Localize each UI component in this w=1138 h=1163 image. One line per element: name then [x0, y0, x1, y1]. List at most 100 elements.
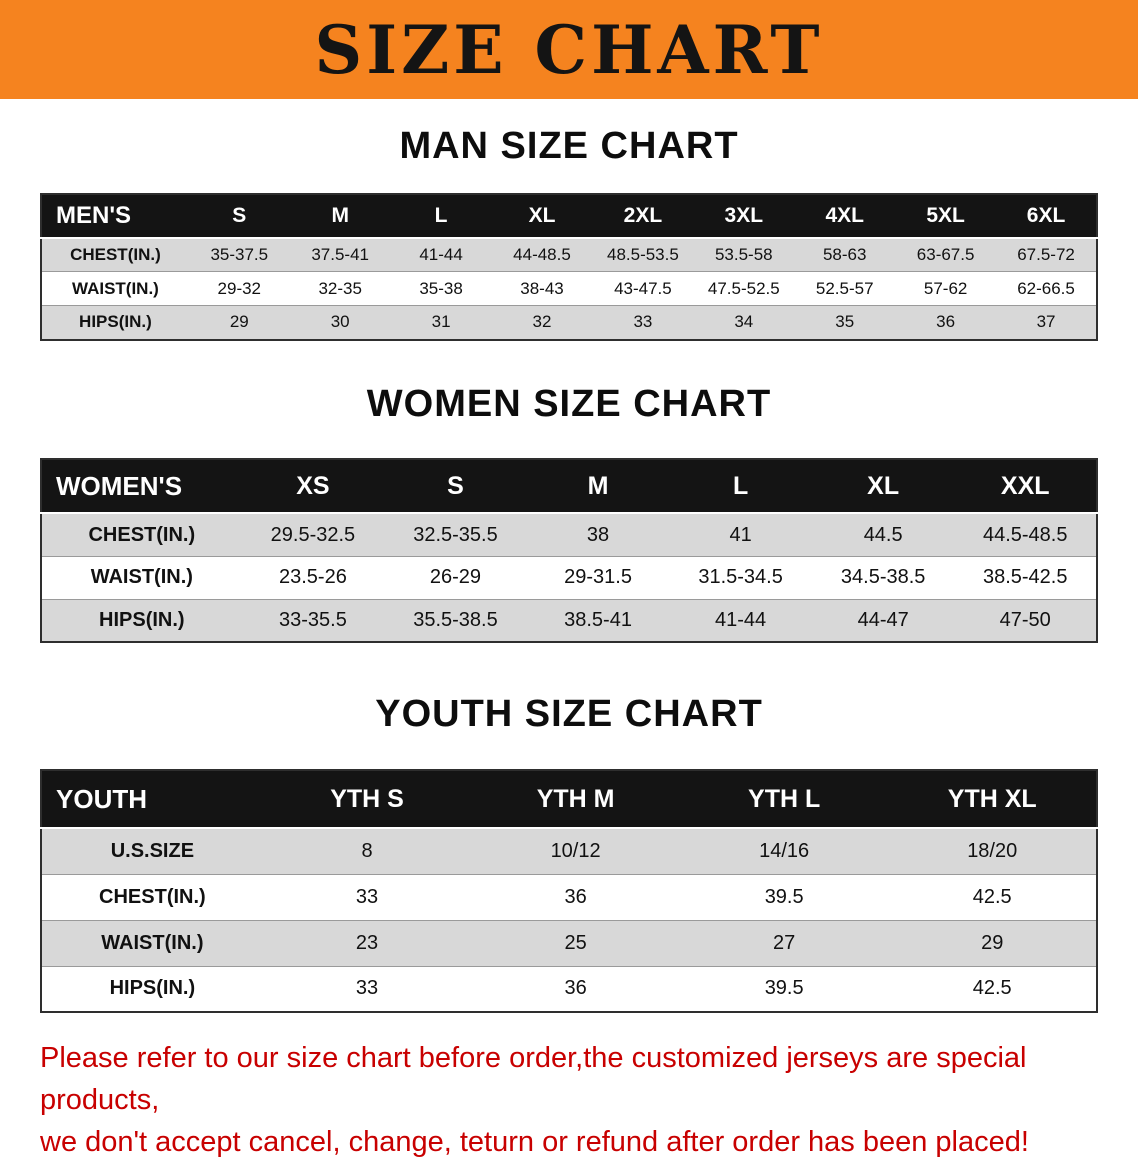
- size-column-header: S: [188, 193, 290, 239]
- size-row: WAIST(IN.) 23 25 27 29: [41, 919, 1097, 967]
- size-value-cell: 47.5-52.5: [693, 271, 795, 306]
- banner-title: SIZE CHART: [314, 10, 824, 89]
- size-value-cell: 10/12: [471, 827, 680, 875]
- measure-label: WAIST(IN.): [41, 271, 189, 306]
- measure-label: CHEST(IN.): [41, 873, 263, 921]
- size-value-cell: 35.5-38.5: [384, 598, 527, 643]
- size-column-header: L: [669, 459, 812, 515]
- size-value-cell: 38.5-42.5: [954, 555, 1097, 600]
- size-chart-banner: SIZE CHART: [0, 0, 1138, 99]
- size-column-header: L: [390, 193, 492, 239]
- women-table-header-row: WOMEN'S XS S M L XL XXL: [41, 459, 1097, 515]
- measure-label: HIPS(IN.): [41, 965, 263, 1013]
- disclaimer-text: Please refer to our size chart before or…: [40, 1037, 1098, 1163]
- size-value-cell: 31: [390, 305, 492, 340]
- size-value-cell: 67.5-72: [996, 237, 1097, 272]
- size-value-cell: 33: [262, 873, 472, 921]
- size-column-header: 2XL: [592, 193, 694, 239]
- size-row: CHEST(IN.) 33 36 39.5 42.5: [41, 873, 1097, 921]
- size-row: CHEST(IN.) 29.5-32.5 32.5-35.5 38 41 44.5 44.5…: [41, 512, 1097, 557]
- size-value-cell: 29-31.5: [526, 555, 670, 600]
- disclaimer-line-1: Please refer to our size chart before or…: [40, 1042, 1027, 1117]
- disclaimer-line-2: we don't accept cancel, change, teturn o…: [40, 1126, 1029, 1159]
- size-value-cell: 53.5-58: [693, 237, 795, 272]
- measure-label: CHEST(IN.): [41, 512, 242, 557]
- size-value-cell: 36: [471, 965, 680, 1013]
- size-column-header: XL: [491, 193, 593, 239]
- size-value-cell: 35: [794, 305, 896, 340]
- youth-size-table: YOUTH YTH S YTH M YTH L YTH XL U.S.SIZE 8 10/1…: [40, 769, 1098, 1014]
- size-value-cell: 33: [592, 305, 694, 340]
- size-value-cell: 31.5-34.5: [669, 555, 812, 600]
- size-value-cell: 29-32: [188, 271, 290, 306]
- size-value-cell: 8: [262, 827, 472, 875]
- size-value-cell: 23: [262, 919, 472, 967]
- size-value-cell: 43-47.5: [592, 271, 694, 306]
- size-value-cell: 18/20: [888, 827, 1097, 875]
- size-value-cell: 33: [262, 965, 472, 1013]
- size-value-cell: 25: [471, 919, 680, 967]
- size-value-cell: 29: [188, 305, 290, 340]
- size-row: HIPS(IN.) 29 30 31 32 33 34 35 36 37: [41, 305, 1097, 340]
- size-value-cell: 44-47: [811, 598, 955, 643]
- size-value-cell: 62-66.5: [996, 271, 1097, 306]
- size-column-header: 3XL: [693, 193, 795, 239]
- size-row: HIPS(IN.) 33-35.5 35.5-38.5 38.5-41 41-44 44-…: [41, 598, 1097, 643]
- size-value-cell: 26-29: [384, 555, 527, 600]
- size-value-cell: 33-35.5: [241, 598, 385, 643]
- size-value-cell: 47-50: [954, 598, 1097, 643]
- youth-section-heading: YOUTH SIZE CHART: [375, 693, 763, 736]
- size-column-header: YTH S: [262, 770, 472, 830]
- size-value-cell: 63-67.5: [895, 237, 997, 272]
- size-value-cell: 32: [491, 305, 593, 340]
- size-value-cell: 30: [289, 305, 391, 340]
- size-value-cell: 42.5: [888, 873, 1097, 921]
- table-corner-label: WOMEN'S: [41, 459, 242, 515]
- size-value-cell: 38: [526, 512, 670, 557]
- size-value-cell: 32-35: [289, 271, 391, 306]
- size-value-cell: 14/16: [679, 827, 889, 875]
- size-value-cell: 34: [693, 305, 795, 340]
- youth-table-header-row: YOUTH YTH S YTH M YTH L YTH XL: [41, 770, 1097, 830]
- measure-label: WAIST(IN.): [41, 919, 263, 967]
- size-column-header: 6XL: [996, 193, 1097, 239]
- size-row: CHEST(IN.) 35-37.5 37.5-41 41-44 44-48.5 48.5…: [41, 237, 1097, 272]
- size-column-header: XL: [811, 459, 955, 515]
- men-table-body: CHEST(IN.) 35-37.5 37.5-41 41-44 44-48.5 48.5…: [41, 237, 1097, 340]
- size-value-cell: 35-37.5: [188, 237, 290, 272]
- size-value-cell: 35-38: [390, 271, 492, 306]
- size-value-cell: 44.5-48.5: [954, 512, 1097, 557]
- size-column-header: M: [526, 459, 670, 515]
- size-value-cell: 38-43: [491, 271, 593, 306]
- size-value-cell: 39.5: [679, 873, 889, 921]
- size-column-header: YTH L: [679, 770, 889, 830]
- women-table-body: CHEST(IN.) 29.5-32.5 32.5-35.5 38 41 44.5 44.5…: [41, 512, 1097, 643]
- size-value-cell: 44.5: [811, 512, 955, 557]
- size-column-header: M: [289, 193, 391, 239]
- size-value-cell: 32.5-35.5: [384, 512, 527, 557]
- men-size-table: MEN'S S M L XL 2XL 3XL 4XL 5XL 6XL CHEST(IN.) 35-3…: [40, 192, 1098, 341]
- size-value-cell: 38.5-41: [526, 598, 670, 643]
- youth-table-body: U.S.SIZE 8 10/12 14/16 18/20 CHEST(IN.) 33 36 39…: [41, 827, 1097, 1013]
- size-row: WAIST(IN.) 29-32 32-35 35-38 38-43 43-47.5 47.…: [41, 271, 1097, 306]
- size-value-cell: 42.5: [888, 965, 1097, 1013]
- size-value-cell: 57-62: [895, 271, 997, 306]
- size-column-header: 5XL: [895, 193, 997, 239]
- women-section-heading: WOMEN SIZE CHART: [366, 382, 772, 425]
- measure-label: HIPS(IN.): [41, 305, 189, 340]
- size-value-cell: 58-63: [794, 237, 896, 272]
- size-chart-content: MAN SIZE CHART MEN'S S M L XL 2XL 3XL 4XL 5XL 6XL…: [0, 125, 1138, 1163]
- size-value-cell: 36: [895, 305, 997, 340]
- size-value-cell: 39.5: [679, 965, 889, 1013]
- size-value-cell: 37.5-41: [289, 237, 391, 272]
- measure-label: CHEST(IN.): [41, 237, 189, 272]
- size-column-header: XXL: [954, 459, 1097, 515]
- size-column-header: YTH XL: [888, 770, 1097, 830]
- size-value-cell: 41-44: [390, 237, 492, 272]
- size-column-header: 4XL: [794, 193, 896, 239]
- size-value-cell: 29: [888, 919, 1097, 967]
- size-row: WAIST(IN.) 23.5-26 26-29 29-31.5 31.5-34.5 34…: [41, 555, 1097, 600]
- size-value-cell: 36: [471, 873, 680, 921]
- size-value-cell: 29.5-32.5: [241, 512, 385, 557]
- size-value-cell: 23.5-26: [241, 555, 385, 600]
